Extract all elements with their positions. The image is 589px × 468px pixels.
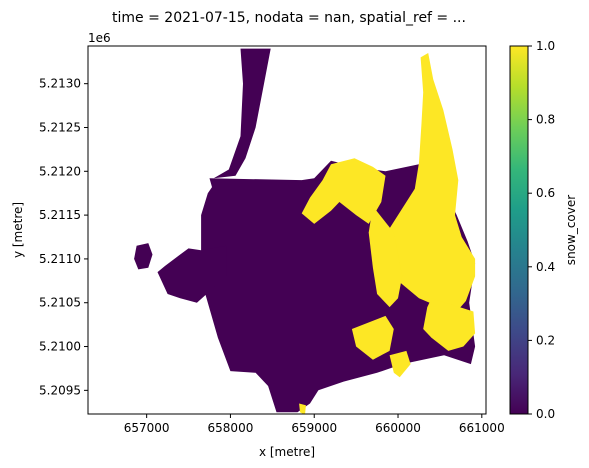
colorbar-tick-label: 1.0: [536, 39, 555, 53]
x-tick-label: 657000: [124, 421, 170, 435]
x-tick-label: 661000: [459, 421, 505, 435]
x-tick-label: 658000: [208, 421, 254, 435]
heatmap: [134, 48, 476, 414]
colorbar: 0.0 0.2 0.4 0.6 0.8 1.0 snow_cover: [509, 39, 578, 421]
plot-area: [87, 45, 487, 415]
region-1-patch-3: [423, 298, 476, 351]
y-tick-label: 5.2115: [39, 208, 81, 222]
y-axis-label: y [metre]: [11, 202, 25, 258]
colorbar-tick-label: 0.4: [536, 260, 555, 274]
region-1-patch-5: [389, 350, 411, 378]
colorbar-ticks: 0.0 0.2 0.4 0.6 0.8 1.0: [528, 39, 555, 421]
colorbar-gradient: [509, 45, 529, 415]
region-1-patch-6: [299, 403, 306, 414]
x-tick-label: 660000: [375, 421, 421, 435]
y-tick-label: 5.2110: [39, 252, 81, 266]
x-tick-label: 659000: [291, 421, 337, 435]
y-tick-label: 5.2100: [39, 340, 81, 354]
y-tick-label: 5.2130: [39, 77, 81, 91]
region-0-patch-3: [134, 243, 153, 270]
x-axis: 657000 658000 659000 660000 661000: [124, 414, 505, 435]
y-tick-label: 5.2120: [39, 164, 81, 178]
colorbar-tick-label: 0.6: [536, 186, 555, 200]
y-tick-label: 5.2095: [39, 383, 81, 397]
x-axis-label: x [metre]: [259, 445, 315, 459]
region-1-patch-0: [377, 53, 476, 312]
colorbar-tick-label: 0.2: [536, 333, 555, 347]
region-1-patch-4: [351, 315, 394, 360]
region-0-patch-2: [157, 245, 227, 303]
region-1-patch-1: [301, 158, 386, 224]
colorbar-tick-label: 0.8: [536, 113, 555, 127]
y-tick-label: 5.2125: [39, 120, 81, 134]
chart-title: time = 2021-07-15, nodata = nan, spatial…: [112, 10, 466, 26]
colorbar-label: snow_cover: [564, 195, 578, 265]
region-value-1: [299, 53, 476, 414]
y-tick-label: 5.2105: [39, 296, 81, 310]
y-offset-label: 1e6: [88, 31, 111, 45]
region-0-patch-0: [213, 48, 271, 179]
colorbar-tick-label: 0.0: [536, 407, 555, 421]
plot-frame: [87, 45, 487, 415]
region-1-patch-2: [368, 206, 403, 308]
y-axis: 5.2095 5.2100 5.2105 5.2110 5.2115 5.2120 5.21…: [39, 77, 88, 397]
